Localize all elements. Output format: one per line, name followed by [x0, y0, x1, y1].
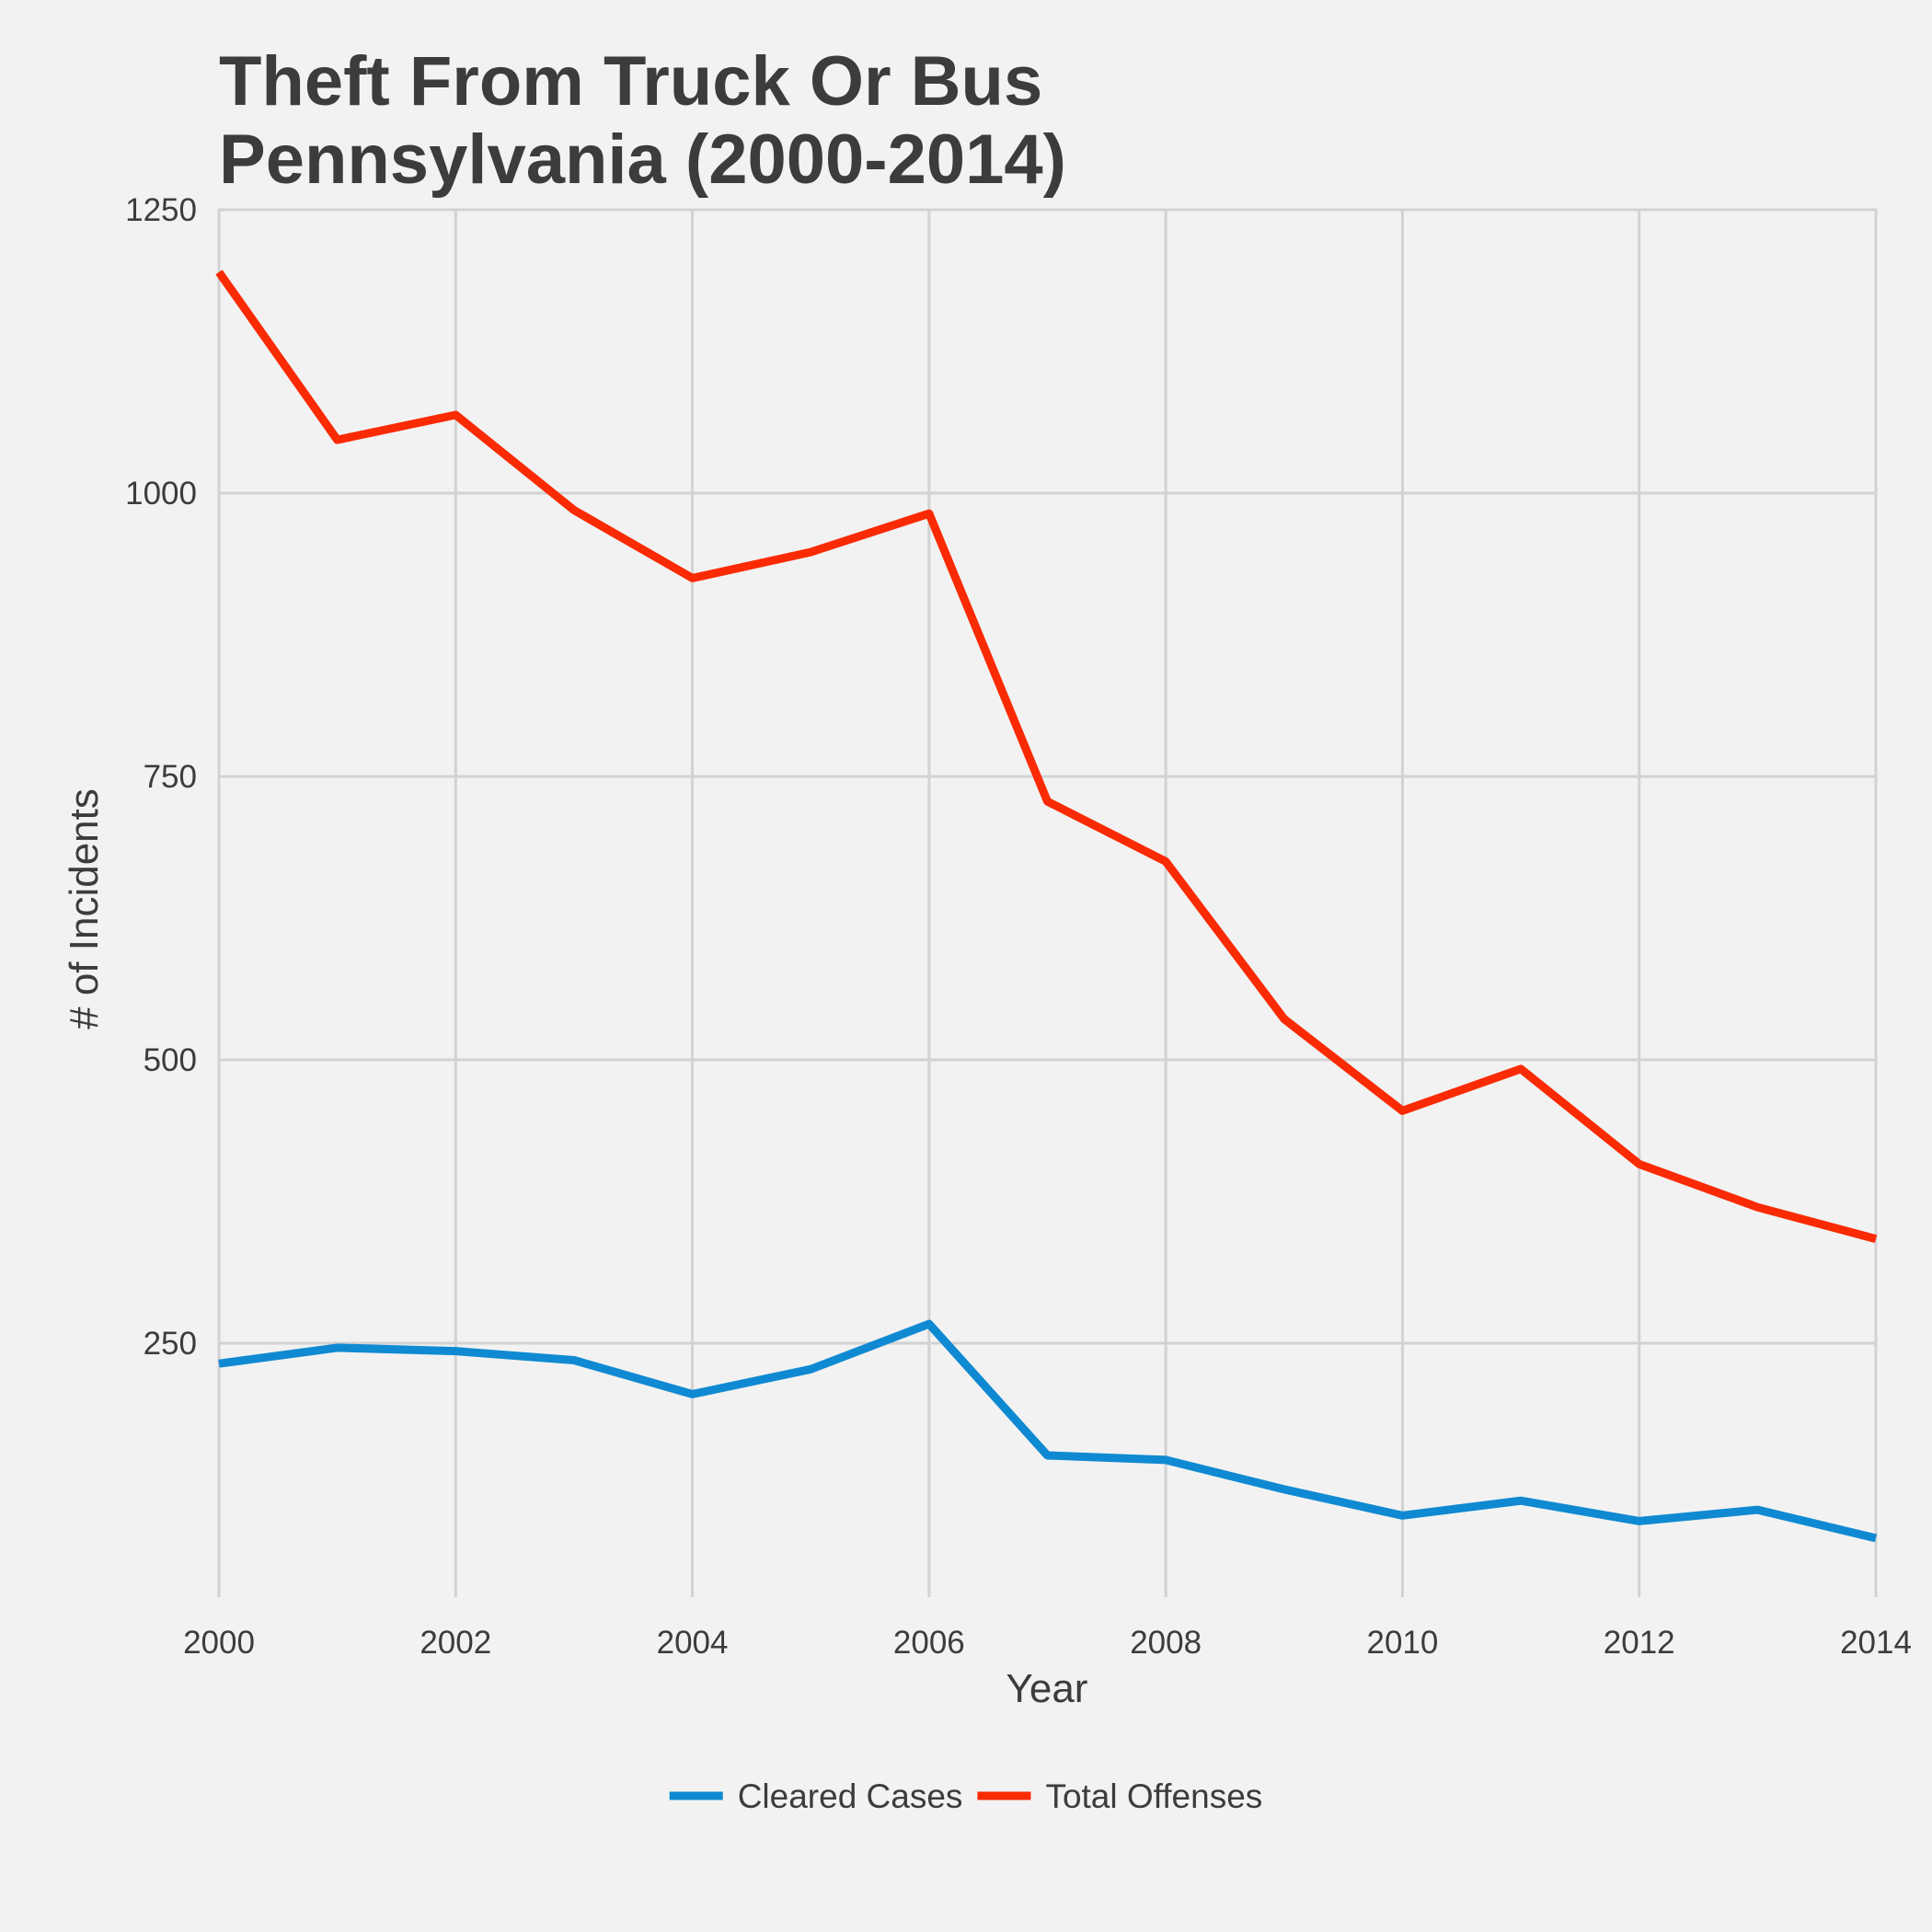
grid	[217, 208, 1878, 1597]
y-tick-label: 250	[144, 1326, 197, 1362]
series-lines	[215, 270, 1878, 1543]
legend-label-cleared-cases: Cleared Cases	[738, 1777, 963, 1815]
x-tick-label: 2004	[657, 1625, 729, 1661]
x-tick-label: 2000	[183, 1625, 255, 1661]
y-tick-label: 500	[144, 1042, 197, 1078]
x-tick-label: 2002	[420, 1625, 491, 1661]
chart-title-line-2: Pennsylvania (2000-2014)	[219, 121, 1066, 199]
x-tick-label: 2014	[1840, 1625, 1912, 1661]
series-line-total-offenses	[215, 270, 1878, 1244]
series-line-cleared-cases	[218, 1319, 1878, 1543]
x-tick-label: 2012	[1604, 1625, 1675, 1661]
x-tick-label: 2008	[1130, 1625, 1202, 1661]
chart-title-line-1: Theft From Truck Or Bus	[219, 42, 1042, 121]
legend-label-total-offenses: Total Offenses	[1045, 1777, 1262, 1815]
x-axis-ticks: 2000 2002 2004 2006 2008 2010 2012 2014	[183, 1625, 1912, 1661]
y-tick-label: 1000	[125, 476, 197, 512]
y-axis-ticks: 250 500 750 1000 1250	[125, 192, 197, 1362]
x-tick-label: 2006	[893, 1625, 965, 1661]
legend: Cleared Cases Total Offenses	[669, 1777, 1262, 1815]
x-tick-label: 2010	[1366, 1625, 1438, 1661]
y-tick-label: 1250	[125, 192, 197, 228]
y-tick-label: 750	[144, 759, 197, 795]
y-axis-label: # of Incidents	[62, 788, 107, 1029]
x-axis-label: Year	[1006, 1666, 1088, 1711]
